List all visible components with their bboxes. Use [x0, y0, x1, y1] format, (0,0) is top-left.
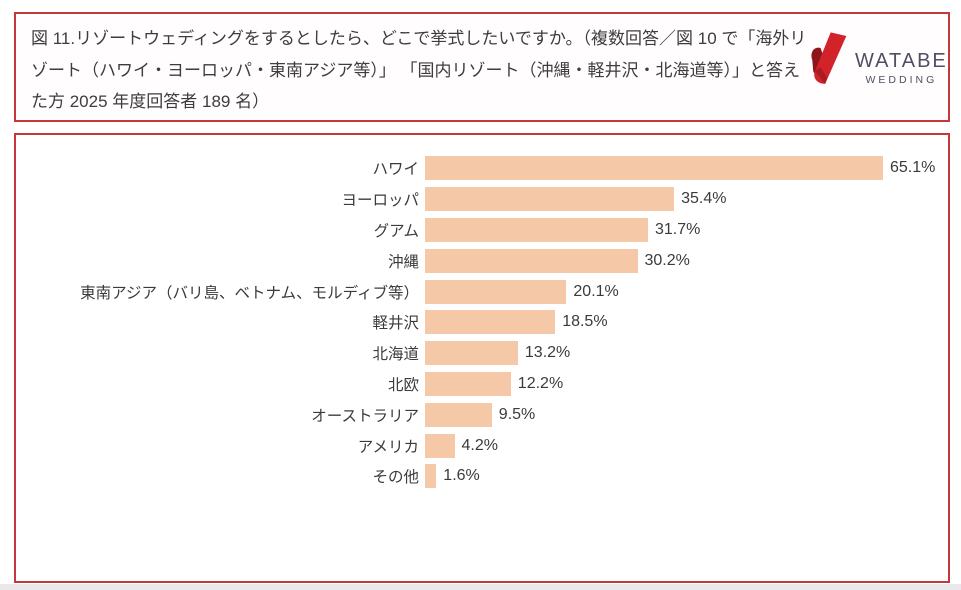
bar	[425, 371, 511, 396]
logo-brand-text: WATABE	[855, 50, 948, 72]
category-label: 北欧	[387, 376, 419, 394]
category-label: 東南アジア（バリ島、ベトナム、モルディブ等）	[80, 284, 419, 302]
logo-sub-text: WEDDING	[865, 74, 938, 86]
chart-row: 北海道 13.2%	[16, 338, 948, 369]
bar	[425, 156, 883, 181]
value-label: 4.2%	[461, 436, 498, 454]
category-label: オーストラリア	[311, 407, 419, 425]
chart-row: アメリカ 4.2%	[16, 430, 948, 461]
value-label: 35.4%	[681, 190, 727, 208]
value-label: 12.2%	[517, 374, 564, 392]
value-label: 31.7%	[655, 220, 701, 238]
value-label: 65.1%	[890, 159, 936, 177]
chart-row: その他 1.6%	[16, 461, 948, 492]
value-label: 9.5%	[498, 405, 536, 423]
category-label: 北海道	[372, 346, 419, 364]
bar	[425, 187, 675, 212]
chart-container: ハワイ 65.1% ヨーロッパ 35.4% グアム 31.7% 沖縄 30.2% 東南アジア（バ…	[14, 133, 950, 583]
bar	[425, 217, 648, 242]
bar	[425, 433, 455, 458]
value-label: 30.2%	[644, 251, 690, 269]
value-label: 20.1%	[573, 282, 619, 300]
chart-row: 東南アジア（バリ島、ベトナム、モルディブ等） 20.1%	[16, 276, 948, 307]
category-label: ハワイ	[372, 161, 419, 179]
bar	[425, 402, 492, 427]
value-label: 18.5%	[562, 313, 608, 331]
logo-text: WATABE WEDDING	[855, 50, 948, 86]
chart-row: ハワイ 65.1%	[16, 153, 948, 184]
bottom-strip	[0, 584, 961, 590]
value-label: 13.2%	[524, 344, 571, 362]
survey-question-text: 図 11.リゾートウェディングをするとしたら、どこで挙式したいですか。（複数回答…	[31, 29, 807, 111]
category-label: ヨーロッパ	[341, 192, 419, 210]
chart-rows: ハワイ 65.1% ヨーロッパ 35.4% グアム 31.7% 沖縄 30.2% 東南アジア（バ…	[16, 153, 948, 492]
chart-row: 軽井沢 18.5%	[16, 307, 948, 338]
survey-question-box: 図 11.リゾートウェディングをするとしたら、どこで挙式したいですか。（複数回答…	[14, 12, 950, 122]
chart-row: グアム 31.7%	[16, 215, 948, 246]
bar	[425, 464, 437, 489]
category-label: グアム	[373, 222, 419, 240]
value-label: 1.6%	[443, 467, 480, 485]
chart-row: ヨーロッパ 35.4%	[16, 184, 948, 215]
category-label: 沖縄	[387, 253, 419, 271]
bar	[425, 248, 638, 273]
category-label: アメリカ	[357, 438, 419, 456]
bar	[425, 279, 567, 304]
watabe-wedding-logo: WATABE WEDDING	[804, 22, 946, 100]
watabe-ribbon-icon	[804, 29, 850, 94]
bar	[425, 341, 518, 366]
bar	[425, 310, 556, 335]
category-label: その他	[372, 469, 419, 487]
chart-row: 北欧 12.2%	[16, 369, 948, 400]
chart-row: オーストラリア 9.5%	[16, 399, 948, 430]
category-label: 軽井沢	[372, 315, 419, 333]
chart-row: 沖縄 30.2%	[16, 245, 948, 276]
